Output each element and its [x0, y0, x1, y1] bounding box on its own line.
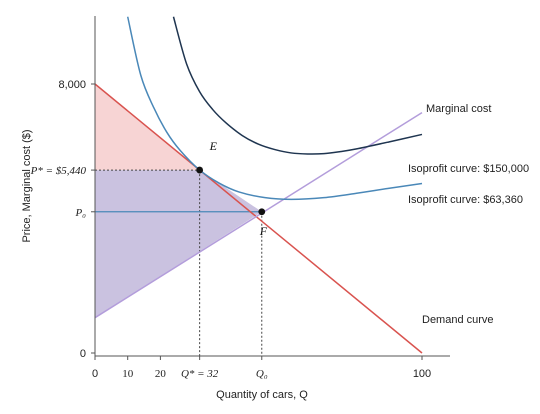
demand-curve-line [95, 83, 423, 354]
x-tick-label: 20 [155, 368, 167, 380]
point-e-label: E [209, 139, 218, 153]
series-labels: Demand curve Marginal cost Isoprofit curve… [408, 103, 529, 326]
tick-labels: 0 10 20 Q* = 32 Q₀ 100 0 P₀ P* = $5,440 8,000 [30, 79, 432, 380]
x-tick-label: Q* = 32 [181, 368, 219, 380]
x-tick-label: Q₀ [256, 368, 268, 380]
isoprofit-curve-150-000-label: Isoprofit curve: $150,000 [408, 163, 529, 175]
producer-surplus-region [95, 170, 262, 318]
isoprofit-curve-150-000-line [172, 16, 423, 155]
marginal-cost-label: Marginal cost [426, 103, 491, 115]
axes [94, 16, 450, 357]
y-tick-label: 8,000 [58, 79, 86, 91]
point-f-label: F [259, 224, 268, 238]
isoprofit-curve-63-360-label: Isoprofit curve: $63,360 [408, 194, 523, 206]
guide-lines [95, 169, 263, 356]
y-tick-label: P₀ [74, 207, 86, 219]
y-axis-label: Price, Marginal cost ($) [21, 129, 33, 242]
x-tick-label: 10 [122, 368, 134, 380]
curves [95, 16, 423, 354]
x-tick-label: 0 [92, 368, 98, 380]
x-tick-label: 100 [413, 368, 431, 380]
point-e [196, 166, 204, 174]
points: EF [196, 139, 268, 238]
isoprofit-curve-63-360-line [126, 16, 423, 201]
demand-curve-label: Demand curve [422, 314, 494, 326]
y-tick-label: P* = $5,440 [30, 165, 87, 177]
point-f [258, 208, 266, 216]
x-axis-label: Quantity of cars, Q [216, 389, 308, 401]
ticks [91, 83, 423, 360]
y-tick-label: 0 [80, 348, 86, 360]
